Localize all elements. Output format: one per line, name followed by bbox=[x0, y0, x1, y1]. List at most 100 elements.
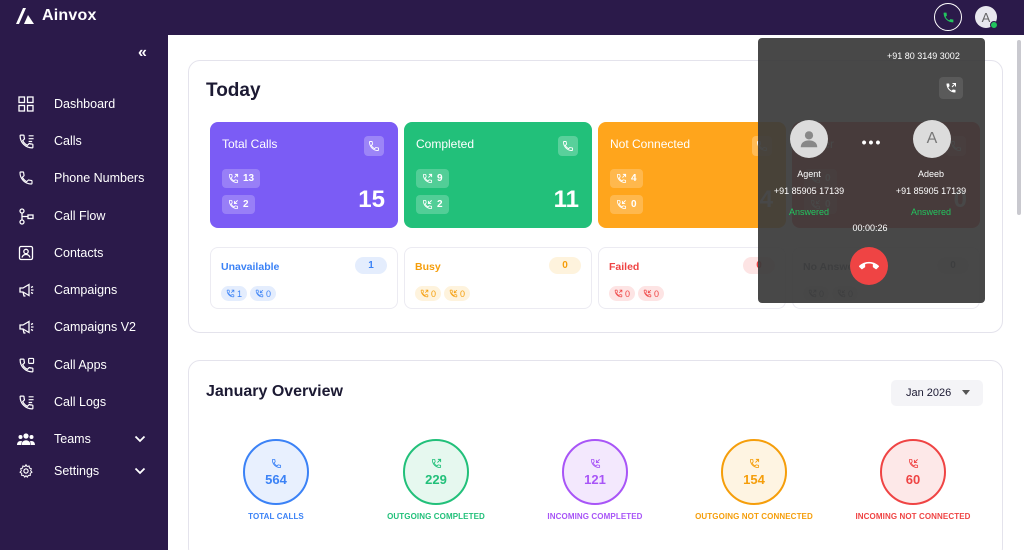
stat-card-total-calls[interactable]: Total Calls 13 2 15 bbox=[210, 122, 398, 228]
incoming-count: 2 bbox=[243, 199, 249, 210]
incoming-call-icon bbox=[422, 199, 433, 210]
overview-stat-circle[interactable]: 229 bbox=[403, 439, 469, 505]
hang-up-button[interactable] bbox=[850, 247, 888, 285]
sidebar-item-campaigns-v2[interactable]: Campaigns V2 bbox=[0, 312, 168, 342]
outgoing-count: 4 bbox=[631, 173, 637, 184]
collapse-sidebar-icon[interactable]: « bbox=[138, 44, 147, 61]
outgoing-count: 0 bbox=[431, 288, 437, 299]
call-apps-icon bbox=[16, 355, 36, 375]
phone-icon bbox=[563, 141, 573, 151]
overview-stat-circle[interactable]: 121 bbox=[562, 439, 628, 505]
stat-card-icon bbox=[364, 136, 384, 156]
sidebar-item-call-logs[interactable]: Call Logs bbox=[0, 387, 168, 417]
stat-card-completed[interactable]: Completed 9 2 11 bbox=[404, 122, 592, 228]
overview-stat-value: 60 bbox=[905, 471, 921, 487]
sidebar-item-dashboard[interactable]: Dashboard bbox=[0, 89, 168, 119]
incoming-call-icon bbox=[449, 289, 458, 298]
sidebar-item-label: Calls bbox=[54, 134, 82, 148]
sidebar-item-label: Dashboard bbox=[54, 97, 116, 111]
status-card-title: Unavailable bbox=[221, 261, 280, 273]
transfer-call-icon bbox=[946, 83, 956, 93]
call-flow-icon bbox=[16, 206, 36, 226]
status-card-busy[interactable]: Busy 0 0 0 bbox=[404, 247, 592, 309]
contact-status: Answered bbox=[910, 207, 952, 217]
contact-avatar: A bbox=[913, 120, 951, 158]
status-card-count: 0 bbox=[549, 257, 581, 274]
contact-number: +91 85905 17139 bbox=[895, 186, 967, 196]
sidebar-item-call-apps[interactable]: Call Apps bbox=[0, 350, 168, 380]
outgoing-count-pill: 0 bbox=[609, 286, 636, 301]
call-logs-icon bbox=[16, 392, 36, 412]
outgoing-call-icon bbox=[226, 289, 235, 298]
status-card-title: Failed bbox=[609, 261, 640, 273]
phone-icon bbox=[16, 168, 36, 188]
incoming-count-pill: 0 bbox=[444, 286, 471, 301]
sidebar-item-contacts[interactable]: Contacts bbox=[0, 238, 168, 268]
status-card-title: Busy bbox=[415, 261, 441, 273]
outgoing-call-icon bbox=[422, 173, 433, 184]
stat-card-title: Completed bbox=[416, 137, 475, 151]
sidebar-item-phone-numbers[interactable]: Phone Numbers bbox=[0, 163, 168, 193]
agent-number: +91 85905 17139 bbox=[773, 186, 845, 196]
outgoing-count: 1 bbox=[237, 288, 243, 299]
overview-stat-circle[interactable]: 154 bbox=[721, 439, 787, 505]
chevron-down-icon bbox=[134, 467, 146, 475]
call-timer: 00:00:26 bbox=[852, 223, 888, 233]
incoming-count: 2 bbox=[437, 199, 443, 210]
app-logo[interactable]: Ainvox bbox=[14, 6, 97, 26]
stat-card-icon bbox=[558, 136, 578, 156]
chevron-down-icon[interactable] bbox=[962, 390, 970, 395]
incoming-count: 0 bbox=[460, 288, 466, 299]
outgoing-call-icon bbox=[228, 173, 239, 184]
sidebar-item-settings[interactable]: Settings bbox=[0, 456, 168, 486]
contacts-icon bbox=[16, 243, 36, 263]
call-number: +91 80 3149 3002 bbox=[887, 51, 960, 61]
agent-status: Answered bbox=[788, 207, 830, 217]
overview-stat-label: INCOMING NOT CONNECTED bbox=[855, 512, 971, 521]
chevron-down-icon bbox=[134, 435, 146, 443]
scrollbar[interactable] bbox=[1017, 40, 1021, 215]
incoming-count-pill: 2 bbox=[416, 195, 449, 214]
sidebar-item-calls[interactable]: Calls bbox=[0, 126, 168, 156]
outgoing-call-icon bbox=[420, 289, 429, 298]
overview-stat-value: 564 bbox=[265, 471, 287, 487]
sidebar-item-call-flow[interactable]: Call Flow bbox=[0, 201, 168, 231]
overview-stat-label: TOTAL CALLS bbox=[248, 512, 304, 521]
dashboard-icon bbox=[16, 94, 36, 114]
transfer-call-button[interactable] bbox=[939, 77, 963, 99]
outgoing-call-icon bbox=[614, 289, 623, 298]
status-card-unavailable[interactable]: Unavailable 1 1 0 bbox=[210, 247, 398, 309]
call-connecting-dots: ••• bbox=[861, 134, 883, 150]
agent-name: Agent bbox=[797, 169, 821, 179]
sidebar-item-label: Call Logs bbox=[54, 395, 107, 409]
incoming-count-pill: 2 bbox=[222, 195, 255, 214]
stat-card-total: 11 bbox=[553, 186, 579, 213]
sidebar-item-teams[interactable]: Teams bbox=[0, 424, 168, 454]
incoming-call-icon bbox=[255, 289, 264, 298]
incoming-call-icon bbox=[908, 458, 918, 468]
dialer-button[interactable] bbox=[934, 3, 962, 31]
incoming-count: 0 bbox=[654, 288, 660, 299]
outgoing-count-pill: 13 bbox=[222, 169, 261, 188]
teams-icon bbox=[16, 429, 36, 449]
overview-title: January Overview bbox=[206, 383, 343, 400]
overview-stat-circle[interactable]: 60 bbox=[880, 439, 946, 505]
overview-stat-label: OUTGOING COMPLETED bbox=[387, 512, 485, 521]
stat-card-title: Total Calls bbox=[222, 137, 278, 151]
overview-stat-circle[interactable]: 564 bbox=[243, 439, 309, 505]
phone-icon bbox=[271, 458, 281, 468]
sidebar-item-label: Call Flow bbox=[54, 209, 106, 223]
incoming-count: 0 bbox=[631, 199, 637, 210]
incoming-call-icon bbox=[643, 289, 652, 298]
contact-name: Adeeb bbox=[917, 169, 945, 179]
user-icon bbox=[800, 131, 818, 148]
sidebar-item-campaigns[interactable]: Campaigns bbox=[0, 275, 168, 305]
app-name: Ainvox bbox=[42, 7, 97, 24]
outgoing-count: 13 bbox=[243, 173, 255, 184]
stat-card-total: 15 bbox=[358, 186, 385, 213]
outgoing-call-icon bbox=[431, 458, 441, 468]
phone-icon bbox=[369, 141, 379, 151]
outgoing-call-icon bbox=[749, 458, 759, 468]
